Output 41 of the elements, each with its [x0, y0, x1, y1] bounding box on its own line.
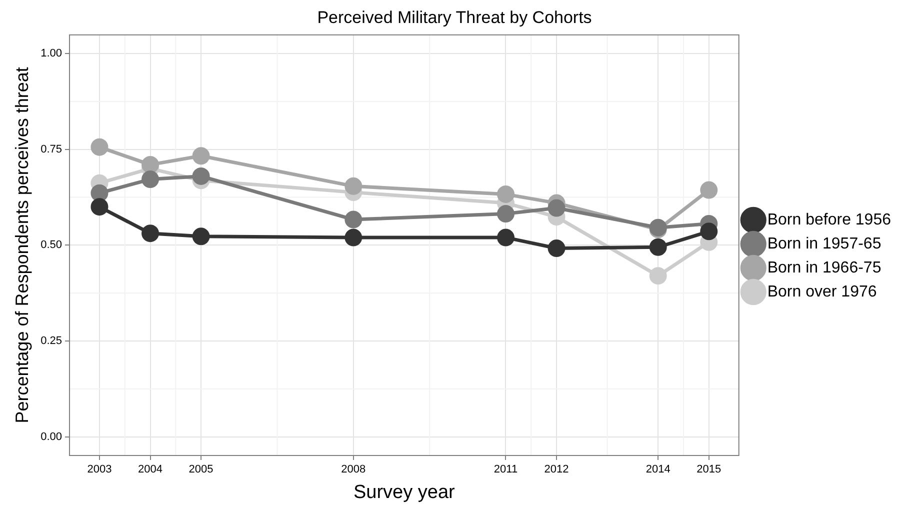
point [344, 177, 362, 195]
point [344, 228, 362, 246]
y-axis-title: Percentage of Respondents perceives threat [12, 67, 32, 424]
point [142, 224, 160, 242]
x-tick-label: 2012 [544, 464, 569, 476]
x-tick-label: 2005 [188, 464, 214, 476]
y-tick-label: 0.00 [40, 430, 62, 443]
point [649, 267, 667, 285]
point [344, 210, 362, 228]
legend-label: Born in 1957-65 [767, 235, 882, 252]
point [142, 170, 160, 188]
point [548, 199, 566, 217]
point [496, 228, 514, 246]
y-tick-label: 0.25 [40, 335, 62, 348]
point [700, 222, 718, 240]
point [548, 240, 566, 258]
point [90, 184, 108, 202]
point [90, 138, 108, 156]
point [192, 167, 210, 185]
y-tick-label: 0.75 [40, 143, 62, 156]
x-tick-label: 2008 [341, 464, 366, 476]
point [142, 156, 160, 174]
point [649, 238, 667, 256]
y-tick-label: 0.50 [40, 239, 62, 252]
x-tick-label: 2003 [87, 464, 112, 476]
legend-label: Born over 1976 [767, 283, 877, 300]
y-tick-label: 1.00 [40, 48, 62, 60]
chart-title: Perceived Military Threat by Cohorts [317, 8, 592, 27]
legend-label: Born in 1966-75 [767, 259, 882, 276]
point [700, 181, 718, 199]
point [496, 185, 514, 203]
legend-label: Born before 1956 [767, 211, 892, 228]
point [192, 147, 210, 165]
point [496, 205, 514, 223]
x-tick-label: 2015 [696, 464, 722, 476]
point [90, 198, 108, 216]
x-axis-title: Survey year [353, 482, 456, 503]
x-tick-label: 2014 [646, 464, 670, 476]
x-tick-label: 2011 [494, 464, 518, 476]
x-tick-label: 2004 [138, 464, 163, 476]
point [192, 228, 210, 246]
